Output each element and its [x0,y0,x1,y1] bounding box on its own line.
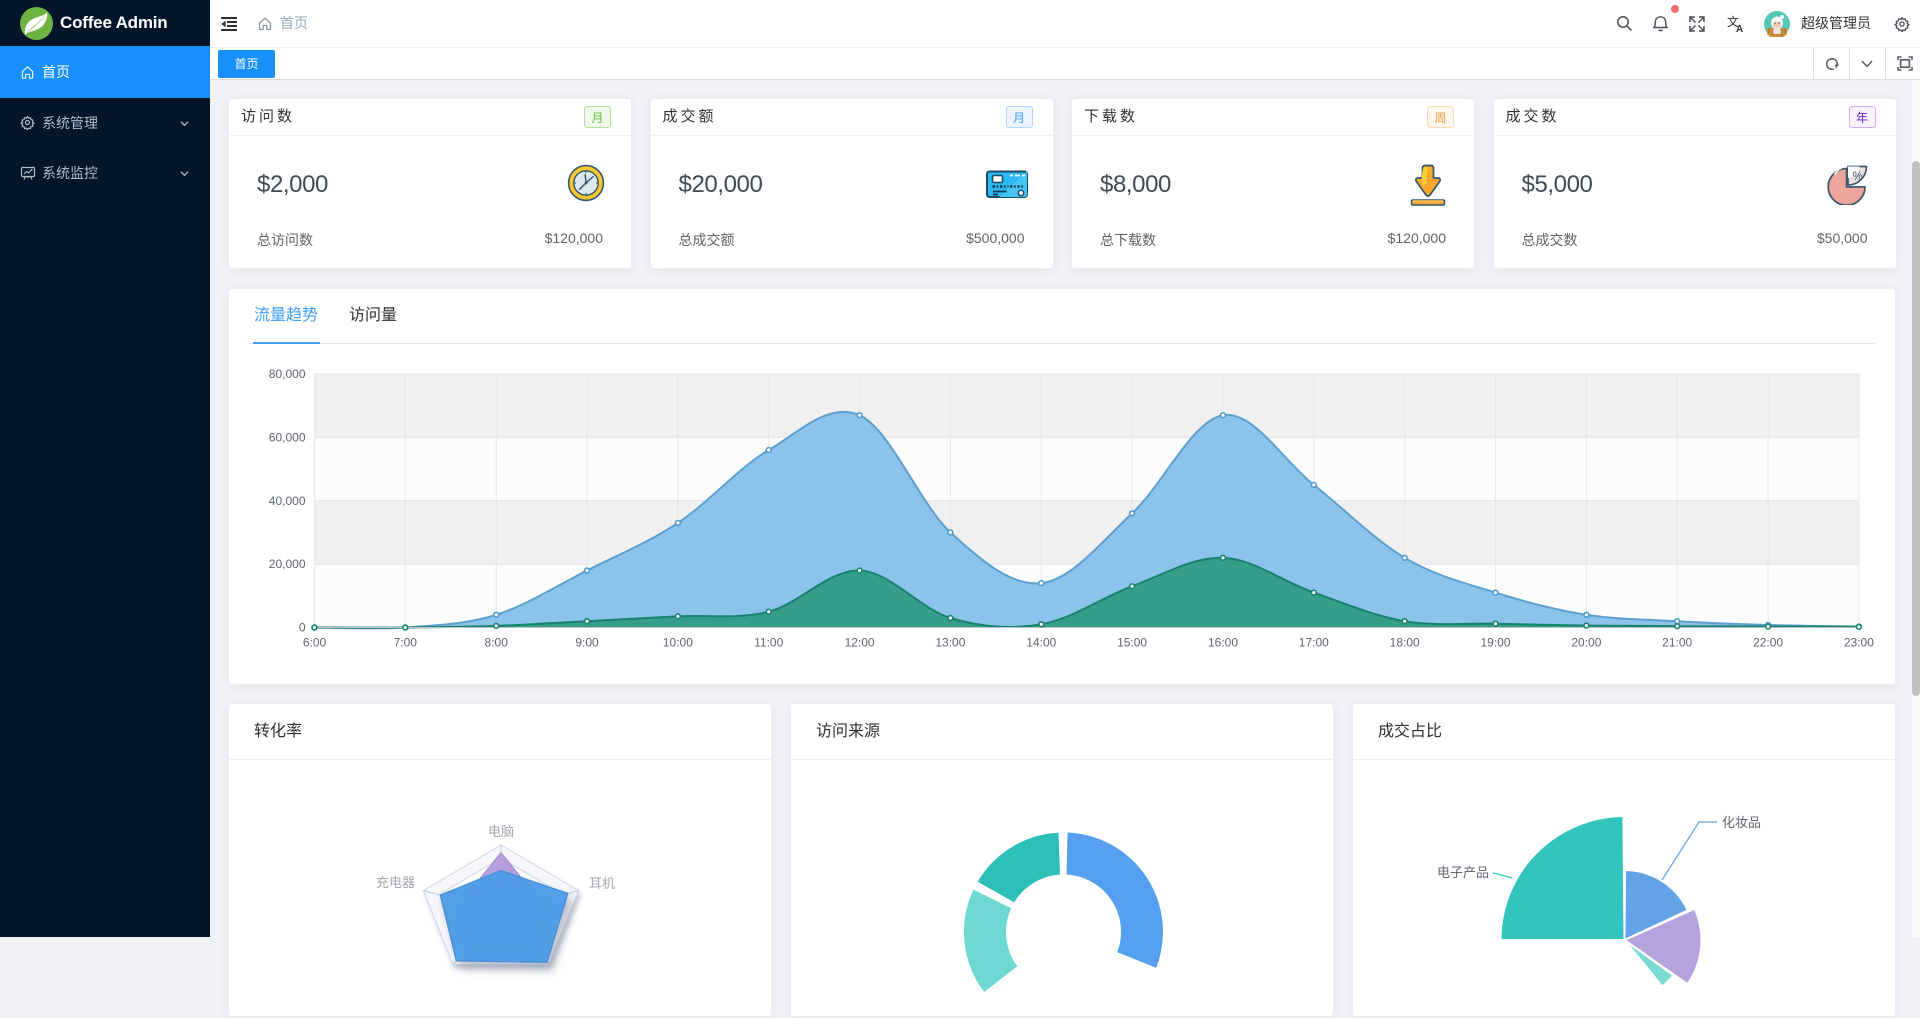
svg-text:17:00: 17:00 [1299,636,1329,650]
svg-text:电子产品: 电子产品 [1437,865,1489,880]
svg-text:19:00: 19:00 [1480,636,1510,650]
svg-text:21:00: 21:00 [1662,636,1692,650]
svg-text:8:00: 8:00 [485,636,509,650]
svg-text:电脑: 电脑 [488,824,514,839]
svg-text:40,000: 40,000 [269,494,306,508]
svg-text:15:00: 15:00 [1117,636,1147,650]
svg-text:7:00: 7:00 [394,636,418,650]
svg-text:60,000: 60,000 [269,430,306,444]
svg-text:12:00: 12:00 [845,636,875,650]
svg-text:化妆品: 化妆品 [1722,815,1761,830]
svg-text:14:00: 14:00 [1026,636,1056,650]
svg-text:耳机: 耳机 [589,876,615,891]
svg-text:13:00: 13:00 [935,636,965,650]
svg-text:18:00: 18:00 [1390,636,1420,650]
svg-text:文: 文 [1727,15,1739,29]
svg-text:16:00: 16:00 [1208,636,1238,650]
svg-text:80,000: 80,000 [269,367,306,381]
svg-text:0: 0 [299,621,306,635]
svg-text:10:00: 10:00 [663,636,693,650]
svg-text:6:00: 6:00 [303,636,327,650]
svg-text:22:00: 22:00 [1753,636,1783,650]
svg-text:20,000: 20,000 [269,557,306,571]
svg-text:充电器: 充电器 [376,875,415,890]
svg-text:%: % [1852,171,1862,183]
svg-text:11:00: 11:00 [754,636,783,650]
svg-text:20:00: 20:00 [1571,636,1601,650]
svg-text:A: A [1736,24,1743,33]
svg-text:9:00: 9:00 [575,636,599,650]
svg-text:23:00: 23:00 [1844,636,1874,650]
